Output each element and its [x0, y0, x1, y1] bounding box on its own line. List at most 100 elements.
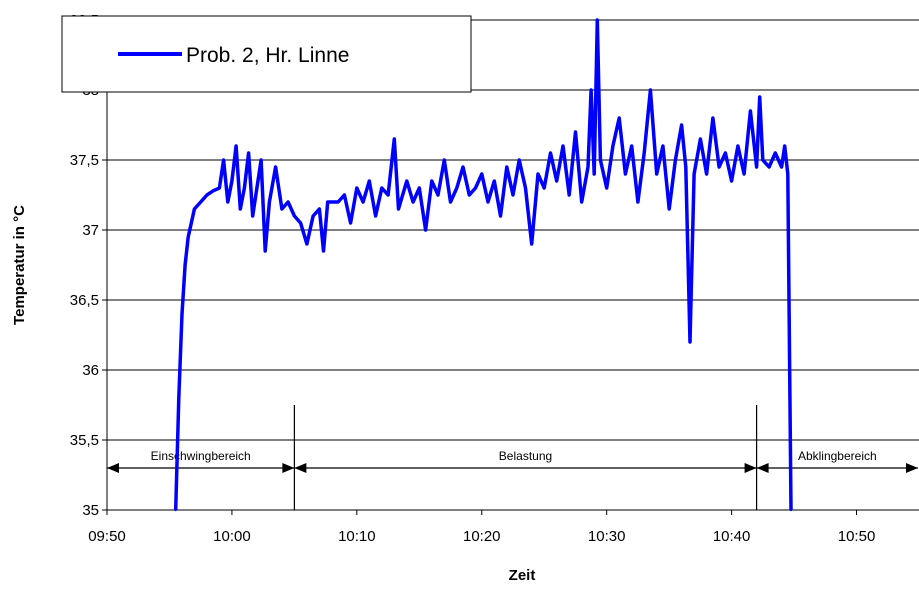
data-point: [368, 179, 371, 183]
data-point: [274, 165, 277, 169]
data-point: [599, 158, 602, 162]
data-point: [511, 193, 515, 197]
data-point: [480, 172, 483, 176]
data-point: [268, 200, 271, 204]
legend: Prob. 2, Hr. Linne: [61, 15, 472, 93]
data-point: [736, 144, 740, 148]
y-tick-label: 35: [82, 502, 99, 519]
data-point: [674, 158, 677, 162]
data-point: [589, 88, 593, 92]
data-point: [783, 144, 786, 148]
phase-arrowhead-left: [294, 463, 307, 473]
y-tick-label: 37: [82, 222, 99, 239]
data-point: [386, 193, 390, 197]
data-point: [190, 221, 193, 225]
y-tick-label: 35,5: [70, 432, 99, 449]
data-point: [455, 186, 458, 190]
data-point: [543, 186, 546, 190]
data-point: [596, 18, 599, 22]
phase-label: Abklingbereich: [798, 449, 877, 463]
data-point: [742, 172, 746, 176]
data-point: [474, 186, 477, 190]
data-point: [180, 312, 184, 316]
data-point: [692, 172, 696, 176]
data-point: [789, 508, 793, 512]
data-point: [199, 200, 202, 204]
data-point: [574, 130, 577, 134]
data-point: [561, 144, 565, 148]
data-point: [684, 165, 687, 169]
data-point: [749, 109, 752, 113]
phase-annotations: Einschwingbereich Belastung Abklingbereich: [107, 405, 918, 510]
data-point: [251, 214, 254, 218]
data-point: [568, 193, 571, 197]
data-point: [468, 193, 471, 197]
x-tick-label: 10:10: [338, 528, 376, 545]
data-point: [326, 200, 329, 204]
x-tick-label: 10:40: [713, 528, 751, 545]
data-point: [580, 200, 583, 204]
x-tick-label: 10:50: [838, 528, 876, 545]
data-point: [761, 158, 764, 162]
data-point: [218, 186, 221, 190]
data-point: [243, 186, 246, 190]
data-point: [655, 172, 658, 176]
data-point: [680, 123, 683, 127]
phase-arrowhead-right: [282, 463, 295, 473]
data-point: [699, 137, 702, 141]
data-point: [230, 179, 234, 183]
data-point: [177, 396, 180, 400]
data-point: [711, 116, 715, 120]
data-point: [630, 144, 633, 148]
data-point: [705, 172, 708, 176]
data-point: [668, 207, 671, 211]
data-point: [443, 158, 446, 162]
data-point: [311, 214, 315, 218]
data-point: [758, 95, 761, 99]
data-point: [786, 172, 789, 176]
data-point: [286, 200, 290, 204]
phase-label: Belastung: [499, 449, 552, 463]
data-point: [264, 249, 267, 253]
data-point: [397, 207, 400, 211]
data-point: [222, 158, 225, 162]
data-point: [259, 158, 263, 162]
data-point: [605, 186, 608, 190]
y-axis-title: Temperatur in °C: [11, 205, 28, 325]
data-point: [649, 88, 652, 92]
data-point: [380, 186, 383, 190]
series-group: [173, 18, 793, 512]
x-tick-label: 09:50: [88, 528, 126, 545]
data-point: [618, 116, 621, 120]
data-point: [255, 186, 259, 190]
data-point: [212, 189, 215, 192]
data-point: [374, 214, 377, 218]
data-point: [461, 165, 465, 169]
data-point: [586, 165, 590, 169]
x-tick-label: 10:20: [463, 528, 501, 545]
data-point: [536, 172, 540, 176]
data-point: [239, 207, 242, 211]
data-point: [530, 242, 533, 246]
data-point: [411, 200, 415, 204]
data-point: [724, 151, 727, 155]
data-point: [436, 193, 440, 197]
y-tick-label: 37,5: [70, 152, 99, 169]
data-point: [636, 200, 640, 204]
data-point: [393, 137, 396, 141]
data-point: [430, 179, 433, 183]
data-point: [343, 193, 346, 197]
x-tick-label: 10:00: [213, 528, 251, 545]
data-point: [767, 165, 771, 169]
phase-arrowhead-right: [744, 463, 757, 473]
data-point: [624, 172, 627, 176]
data-point: [661, 144, 665, 148]
data-point: [234, 144, 238, 148]
data-point: [524, 186, 527, 190]
phase-arrowhead-right: [906, 463, 918, 473]
data-point: [226, 200, 229, 204]
data-point: [205, 193, 209, 197]
data-point: [336, 200, 340, 204]
